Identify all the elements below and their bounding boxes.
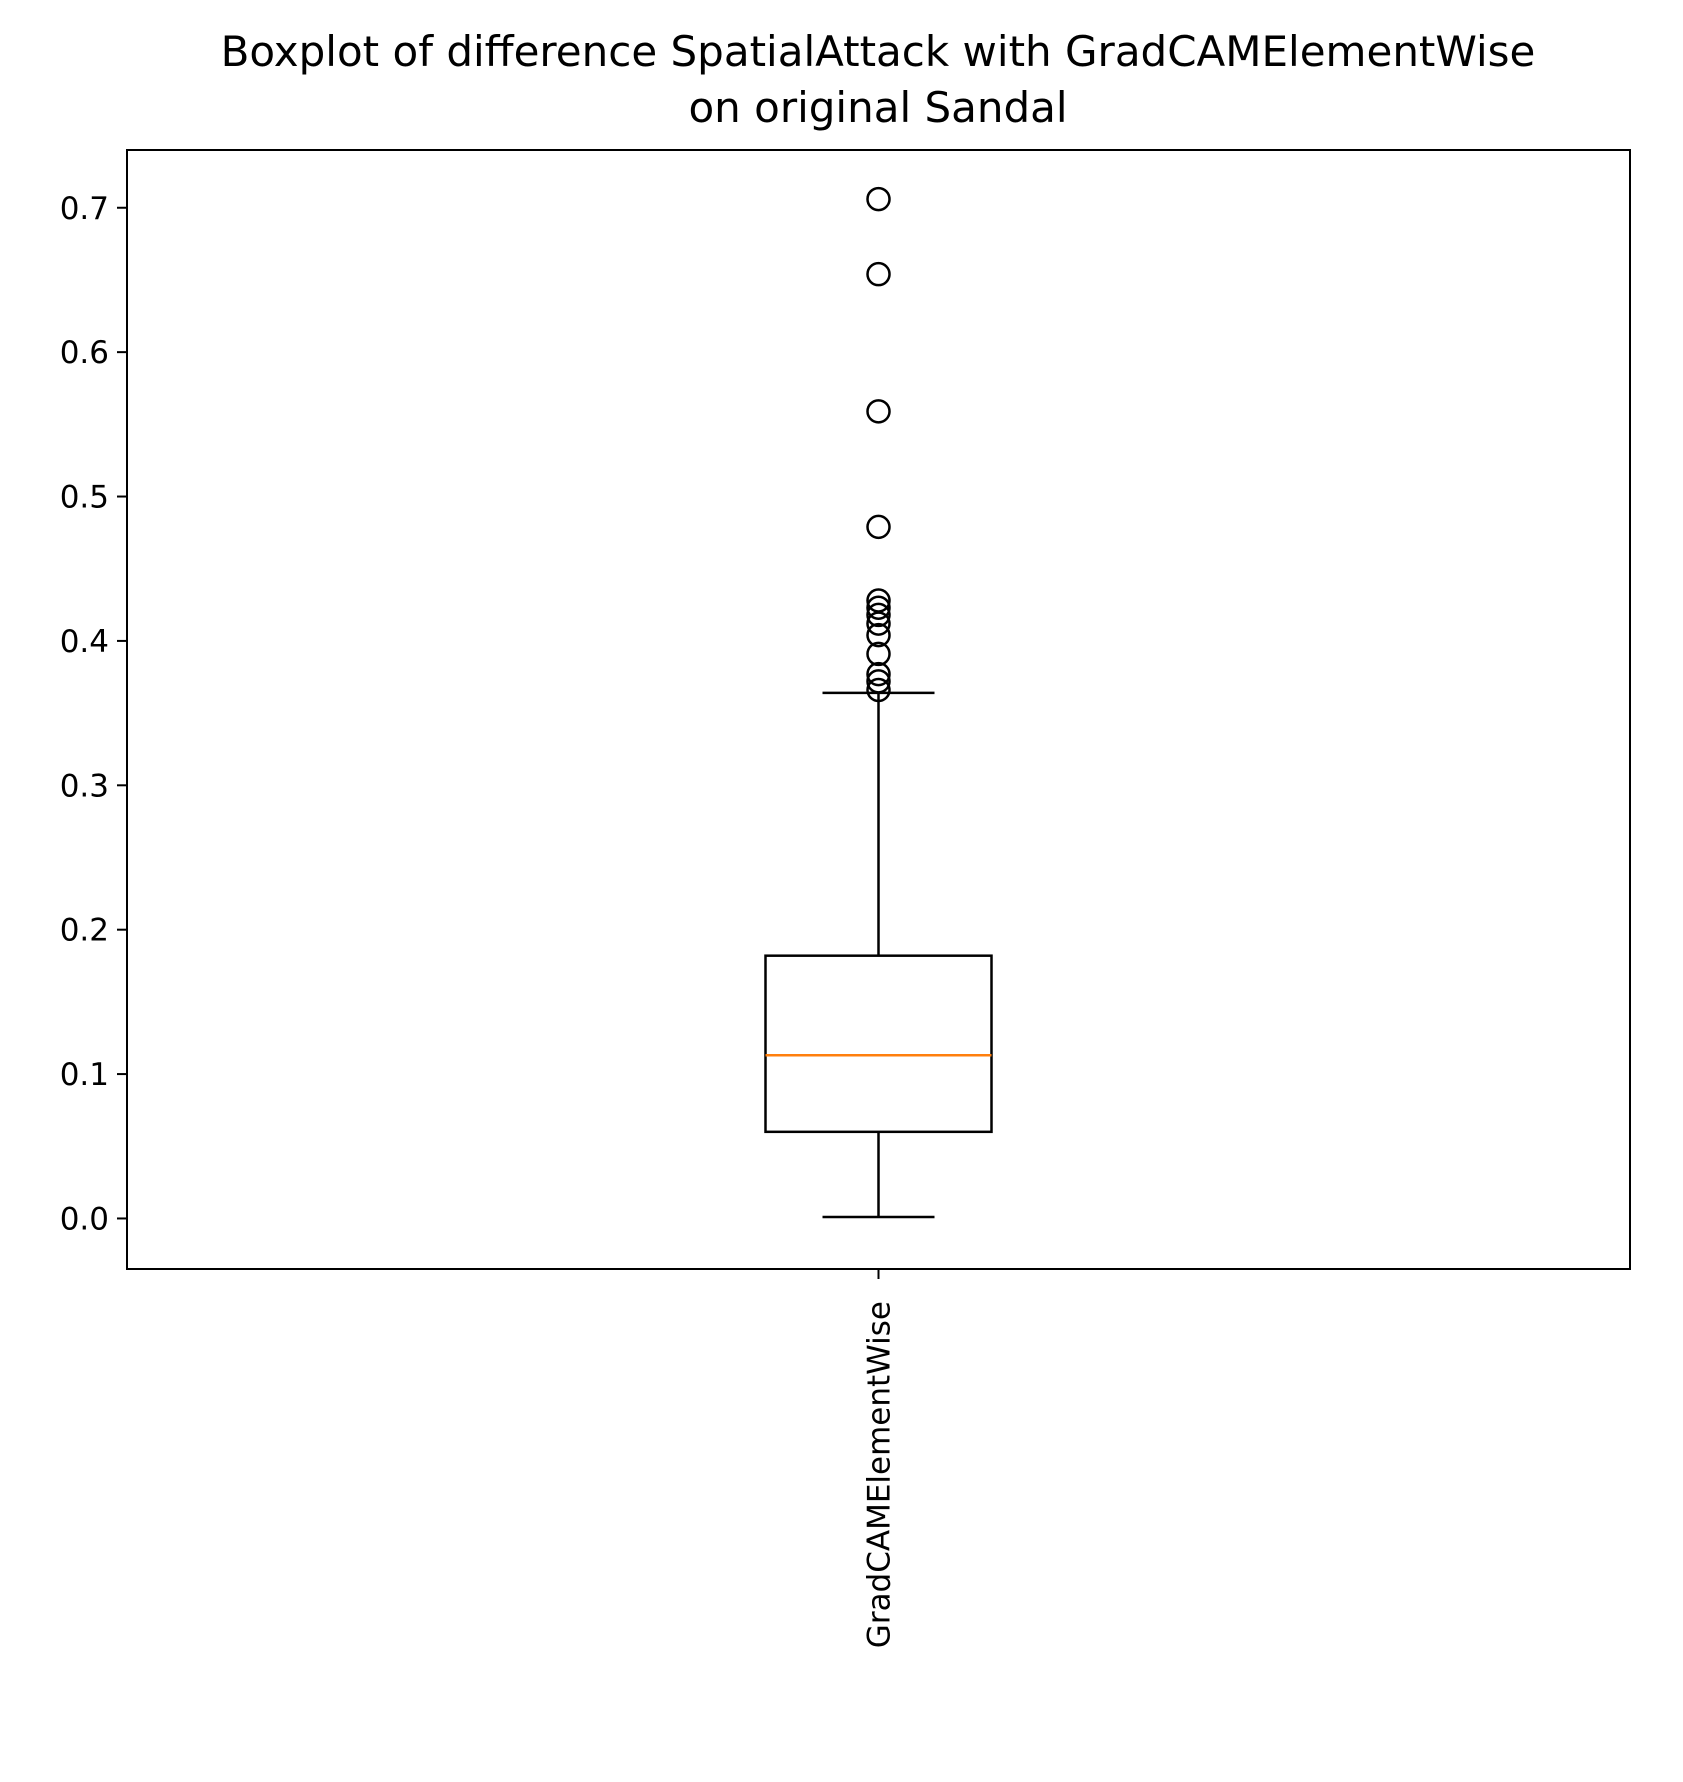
outlier-point [866, 661, 891, 687]
outlier-point [866, 588, 891, 613]
chart-title-line-2: on original Sandal [688, 83, 1067, 132]
y-tick-label: 0.2 [60, 913, 109, 949]
outlier-point [866, 669, 891, 694]
y-tick-label: 0.7 [60, 191, 109, 227]
outlier-point [866, 595, 891, 620]
outlier-point [866, 622, 891, 648]
outlier-point [866, 399, 891, 424]
iqr-box [764, 954, 993, 1134]
outlier-point [866, 514, 891, 540]
y-tick-label: 0.5 [60, 480, 109, 516]
y-tick-label: 0.1 [60, 1057, 109, 1093]
x-axis-ticks: GradCAMElementWise [862, 1269, 898, 1648]
outlier-point [866, 261, 891, 287]
outlier-point [866, 677, 891, 703]
box-group [764, 186, 993, 1219]
y-tick-label: 0.4 [60, 624, 109, 660]
chart-title-line-1: Boxplot of difference SpatialAttack with… [221, 27, 1536, 76]
outlier-point [866, 602, 891, 628]
y-tick-label: 0.6 [60, 335, 109, 371]
box-series [764, 186, 993, 1219]
x-tick-label: GradCAMElementWise [862, 1301, 898, 1648]
y-tick-label: 0.0 [60, 1201, 109, 1237]
outlier-point [866, 641, 891, 667]
y-tick-label: 0.3 [60, 768, 109, 804]
plot-area-frame [126, 149, 1631, 1270]
y-axis-ticks: 0.0 0.1 0.2 0.3 0.4 0.5 0.6 0.7 [60, 191, 127, 1237]
outlier-point [866, 186, 891, 212]
